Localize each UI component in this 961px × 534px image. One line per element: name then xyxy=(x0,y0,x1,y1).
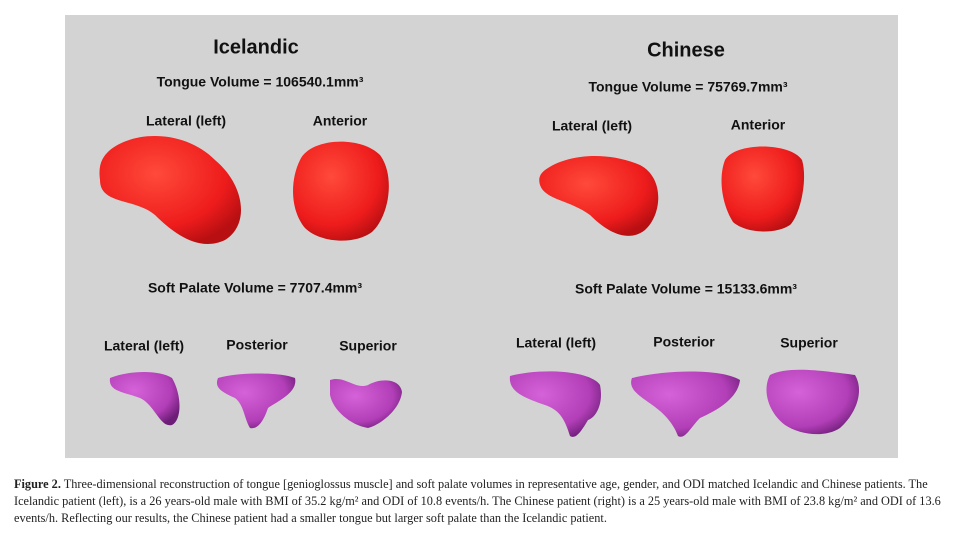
caption: Figure 2. Three-dimensional reconstructi… xyxy=(14,476,950,527)
palate-volume: Soft Palate Volume = 15133.6mm³ xyxy=(575,281,797,297)
shapes xyxy=(99,136,860,437)
view-label: Superior xyxy=(780,335,838,351)
palate-posterior xyxy=(216,373,296,429)
view-label: Lateral (left) xyxy=(146,113,226,129)
tongue-anterior xyxy=(721,146,805,232)
palate-posterior xyxy=(631,371,740,437)
palate-superior xyxy=(766,369,860,435)
view-label: Anterior xyxy=(313,113,368,129)
view-label: Superior xyxy=(339,338,397,354)
view-label: Posterior xyxy=(653,334,715,350)
caption-label: Figure 2. xyxy=(14,477,61,491)
tongue-anterior xyxy=(293,141,389,241)
palate-lateral xyxy=(509,371,601,437)
panel-title: Chinese xyxy=(647,39,725,61)
view-label: Lateral (left) xyxy=(552,118,632,134)
view-label: Posterior xyxy=(226,337,288,353)
view-label: Lateral (left) xyxy=(104,338,184,354)
view-label: Anterior xyxy=(731,117,786,133)
tongue-volume: Tongue Volume = 75769.7mm³ xyxy=(588,79,787,95)
tongue-lateral xyxy=(99,136,242,244)
tongue-volume: Tongue Volume = 106540.1mm³ xyxy=(157,74,364,90)
caption-text: Three-dimensional reconstruction of tong… xyxy=(14,477,941,525)
palate-lateral xyxy=(109,372,180,426)
figure: Icelandic Tongue Volume = 106540.1mm³ La… xyxy=(65,15,898,458)
tongue-lateral xyxy=(539,155,659,236)
view-label: Lateral (left) xyxy=(516,335,596,351)
palate-superior xyxy=(330,378,402,428)
palate-volume: Soft Palate Volume = 7707.4mm³ xyxy=(148,280,362,296)
panel-title: Icelandic xyxy=(213,36,299,58)
